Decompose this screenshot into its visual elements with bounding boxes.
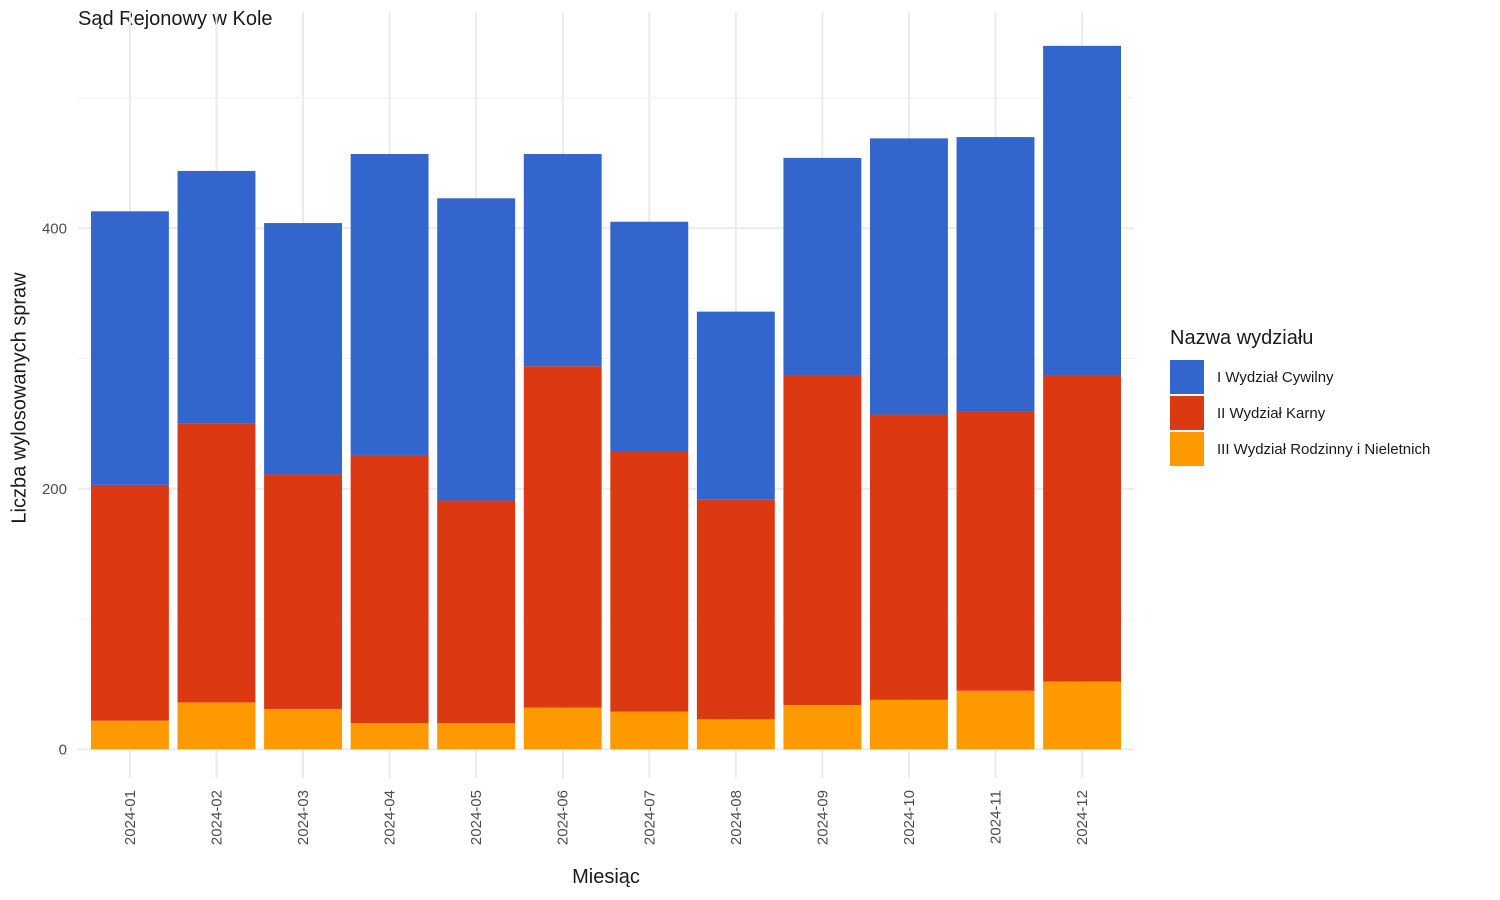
bar-segment — [264, 474, 342, 709]
bar-segment — [783, 705, 862, 750]
bar-segment — [1043, 375, 1122, 682]
x-tick-label: 2024-02 — [208, 790, 225, 845]
x-tick-label: 2024-07 — [641, 790, 658, 845]
bar-segment — [90, 484, 169, 721]
bar-segment — [523, 707, 602, 750]
x-tick-label: 2024-11 — [988, 790, 1005, 844]
bar-segment — [350, 153, 429, 455]
legend-title: Nazwa wydziału — [1170, 327, 1314, 349]
bar-segment — [610, 221, 689, 452]
legend-swatch-karny — [1170, 396, 1204, 430]
bar-segment — [870, 699, 948, 750]
bar-segment — [956, 411, 1035, 691]
bar-segment — [437, 198, 516, 501]
bar-segment — [90, 720, 169, 750]
bar-segment — [177, 702, 256, 750]
bar-segment — [350, 454, 429, 724]
bar-segment — [783, 375, 862, 706]
y-tick-label: 0 — [59, 741, 67, 758]
bar-segment — [1043, 45, 1122, 376]
legend-item-cywilny: I Wydział Cywilny — [1170, 359, 1430, 395]
bar-segment — [870, 414, 948, 700]
x-tick-label: 2024-08 — [728, 790, 745, 845]
bar-segment — [437, 500, 516, 724]
bar-segment — [696, 499, 775, 720]
bar-segment — [523, 366, 602, 708]
y-tick-label: 400 — [42, 220, 67, 237]
x-tick-label: 2024-01 — [122, 790, 139, 845]
x-tick-label: 2024-12 — [1074, 790, 1091, 845]
bar-segment — [956, 690, 1035, 750]
legend-item-karny: II Wydział Karny — [1170, 395, 1430, 431]
legend-label-rodzinny: III Wydział Rodzinny i Nieletnich — [1217, 440, 1431, 458]
bar-segment — [783, 157, 862, 376]
y-tick-label: 200 — [42, 481, 67, 498]
bar-segment — [696, 311, 775, 500]
bar-segment — [264, 223, 342, 475]
bar-segment — [523, 153, 602, 367]
bar-segment — [610, 451, 689, 712]
x-tick-label: 2024-06 — [555, 790, 572, 845]
legend: Nazwa wydziału I Wydział Cywilny II Wydz… — [1170, 327, 1430, 467]
x-tick-label: 2024-04 — [382, 790, 399, 845]
legend-label-karny: II Wydział Karny — [1217, 404, 1326, 422]
y-axis-title: Liczba wylosowanych spraw — [8, 272, 31, 524]
chart-title: Sąd Rejonowy w Kole — [78, 8, 273, 30]
bar-segment — [1043, 681, 1122, 750]
x-tick-label: 2024-10 — [901, 790, 918, 845]
bar-segment — [177, 423, 256, 703]
bar-segment — [264, 708, 342, 750]
legend-swatch-rodzinny — [1170, 432, 1204, 466]
bar-segment — [177, 170, 256, 424]
bar-segment — [870, 138, 948, 415]
bar-segment — [956, 137, 1035, 412]
x-tick-label: 2024-03 — [295, 790, 312, 845]
bar-segment — [350, 723, 429, 750]
x-tick-label: 2024-05 — [468, 790, 485, 845]
bar-segment — [696, 719, 775, 750]
x-tick-label: 2024-09 — [814, 790, 831, 845]
legend-swatch-cywilny — [1170, 360, 1204, 394]
x-axis-title: Miesiąc — [572, 866, 640, 888]
legend-item-rodzinny: III Wydział Rodzinny i Nieletnich — [1170, 431, 1430, 467]
legend-label-cywilny: I Wydział Cywilny — [1217, 368, 1334, 386]
bar-segment — [437, 723, 516, 750]
bar-segment — [90, 211, 169, 485]
bar-segment — [610, 711, 689, 750]
